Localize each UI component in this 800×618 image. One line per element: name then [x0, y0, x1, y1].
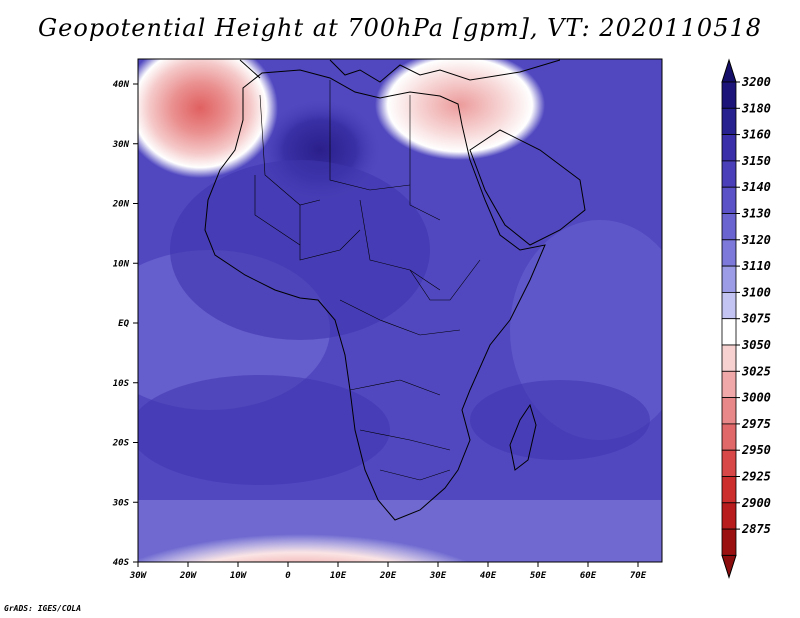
colorbar-label: 3100	[741, 285, 771, 299]
longitude-axis: 30W 20W 10W 0 10E 20E 30E 40E 50E 60E 70E	[129, 562, 647, 581]
colorbar-label: 3180	[741, 101, 771, 115]
colorbar-label: 3130	[741, 207, 771, 221]
colorbar: 3200 3180 3160 3150 3140 3130 3120 3110 3100 3075…	[721, 58, 771, 580]
lon-label: 10W	[230, 571, 248, 581]
lat-label: 10N	[113, 259, 130, 269]
colorbar-label: 3120	[741, 233, 771, 247]
lon-label: 10E	[330, 571, 347, 581]
map-title: Geopotential Height at 700hPa [gpm], VT:…	[38, 14, 762, 42]
colorbar-swatch	[721, 370, 737, 398]
africa-coastline	[204, 69, 546, 521]
map-frame	[137, 58, 663, 563]
colorbar-swatch	[721, 476, 737, 504]
lat-label: 30S	[112, 498, 130, 508]
colorbar-label: 2975	[741, 417, 771, 431]
colorbar-swatch	[721, 81, 737, 109]
colorbar-swatch	[721, 239, 737, 267]
colorbar-label: 3200	[741, 75, 771, 89]
colorbar-swatch	[721, 449, 737, 477]
colorbar-label: 3025	[741, 364, 771, 378]
colorbar-swatch	[721, 397, 737, 425]
colorbar-label: 3050	[741, 338, 771, 352]
lat-label: EQ	[118, 319, 129, 329]
colorbar-label: 2950	[741, 443, 771, 457]
lon-label: 70E	[630, 571, 647, 581]
colorbar-swatch	[721, 213, 737, 241]
lat-label: 40S	[113, 558, 130, 568]
lat-label: 30N	[112, 140, 130, 150]
colorbar-swatch	[721, 318, 737, 346]
colorbar-bottom-arrow	[721, 554, 737, 580]
country-borders	[254, 80, 481, 481]
lon-label: 40E	[480, 571, 497, 581]
colorbar-label: 3160	[741, 128, 771, 142]
lat-label: 20N	[112, 200, 130, 210]
lon-label: 20E	[379, 571, 397, 581]
colorbar-label: 3110	[741, 259, 771, 273]
colorbar-swatch	[721, 291, 737, 320]
arabia-outline	[469, 129, 586, 246]
lat-label: 40N	[113, 80, 130, 90]
lat-label: 10S	[113, 379, 130, 389]
colorbar-swatch	[721, 528, 737, 556]
height-field	[138, 59, 662, 562]
colorbar-swatch	[721, 134, 737, 162]
colorbar-top-arrow	[721, 58, 737, 83]
colorbar-swatch	[721, 107, 737, 136]
europe-coast	[239, 59, 561, 83]
madagascar-outline	[509, 403, 537, 471]
lon-label: 0	[285, 571, 291, 581]
lat-label: 20S	[112, 439, 130, 449]
colorbar-swatch	[721, 186, 737, 214]
colorbar-label: 2875	[741, 522, 771, 536]
colorbar-label: 3000	[741, 391, 771, 405]
colorbar-label: 3075	[741, 312, 771, 326]
grads-credit: GrADS: IGES/COLA	[4, 604, 82, 613]
colorbar-swatch	[721, 265, 737, 293]
lon-label: 30E	[429, 571, 447, 581]
lon-label: 20W	[179, 571, 198, 581]
colorbar-label: 2925	[741, 470, 771, 484]
lon-label: 30W	[129, 571, 148, 581]
latitude-axis: 40N 30N 20N 10N EQ 10S 20S 30S 40S	[112, 80, 138, 568]
colorbar-swatch	[721, 423, 737, 451]
lon-label: 60E	[580, 571, 597, 581]
colorbar-swatch	[721, 502, 737, 530]
colorbar-label: 3140	[741, 180, 771, 194]
lon-label: 50E	[530, 571, 547, 581]
colorbar-swatch	[721, 344, 737, 372]
colorbar-label: 3150	[741, 154, 771, 168]
colorbar-swatch	[721, 160, 737, 188]
colorbar-label: 2900	[741, 496, 771, 510]
